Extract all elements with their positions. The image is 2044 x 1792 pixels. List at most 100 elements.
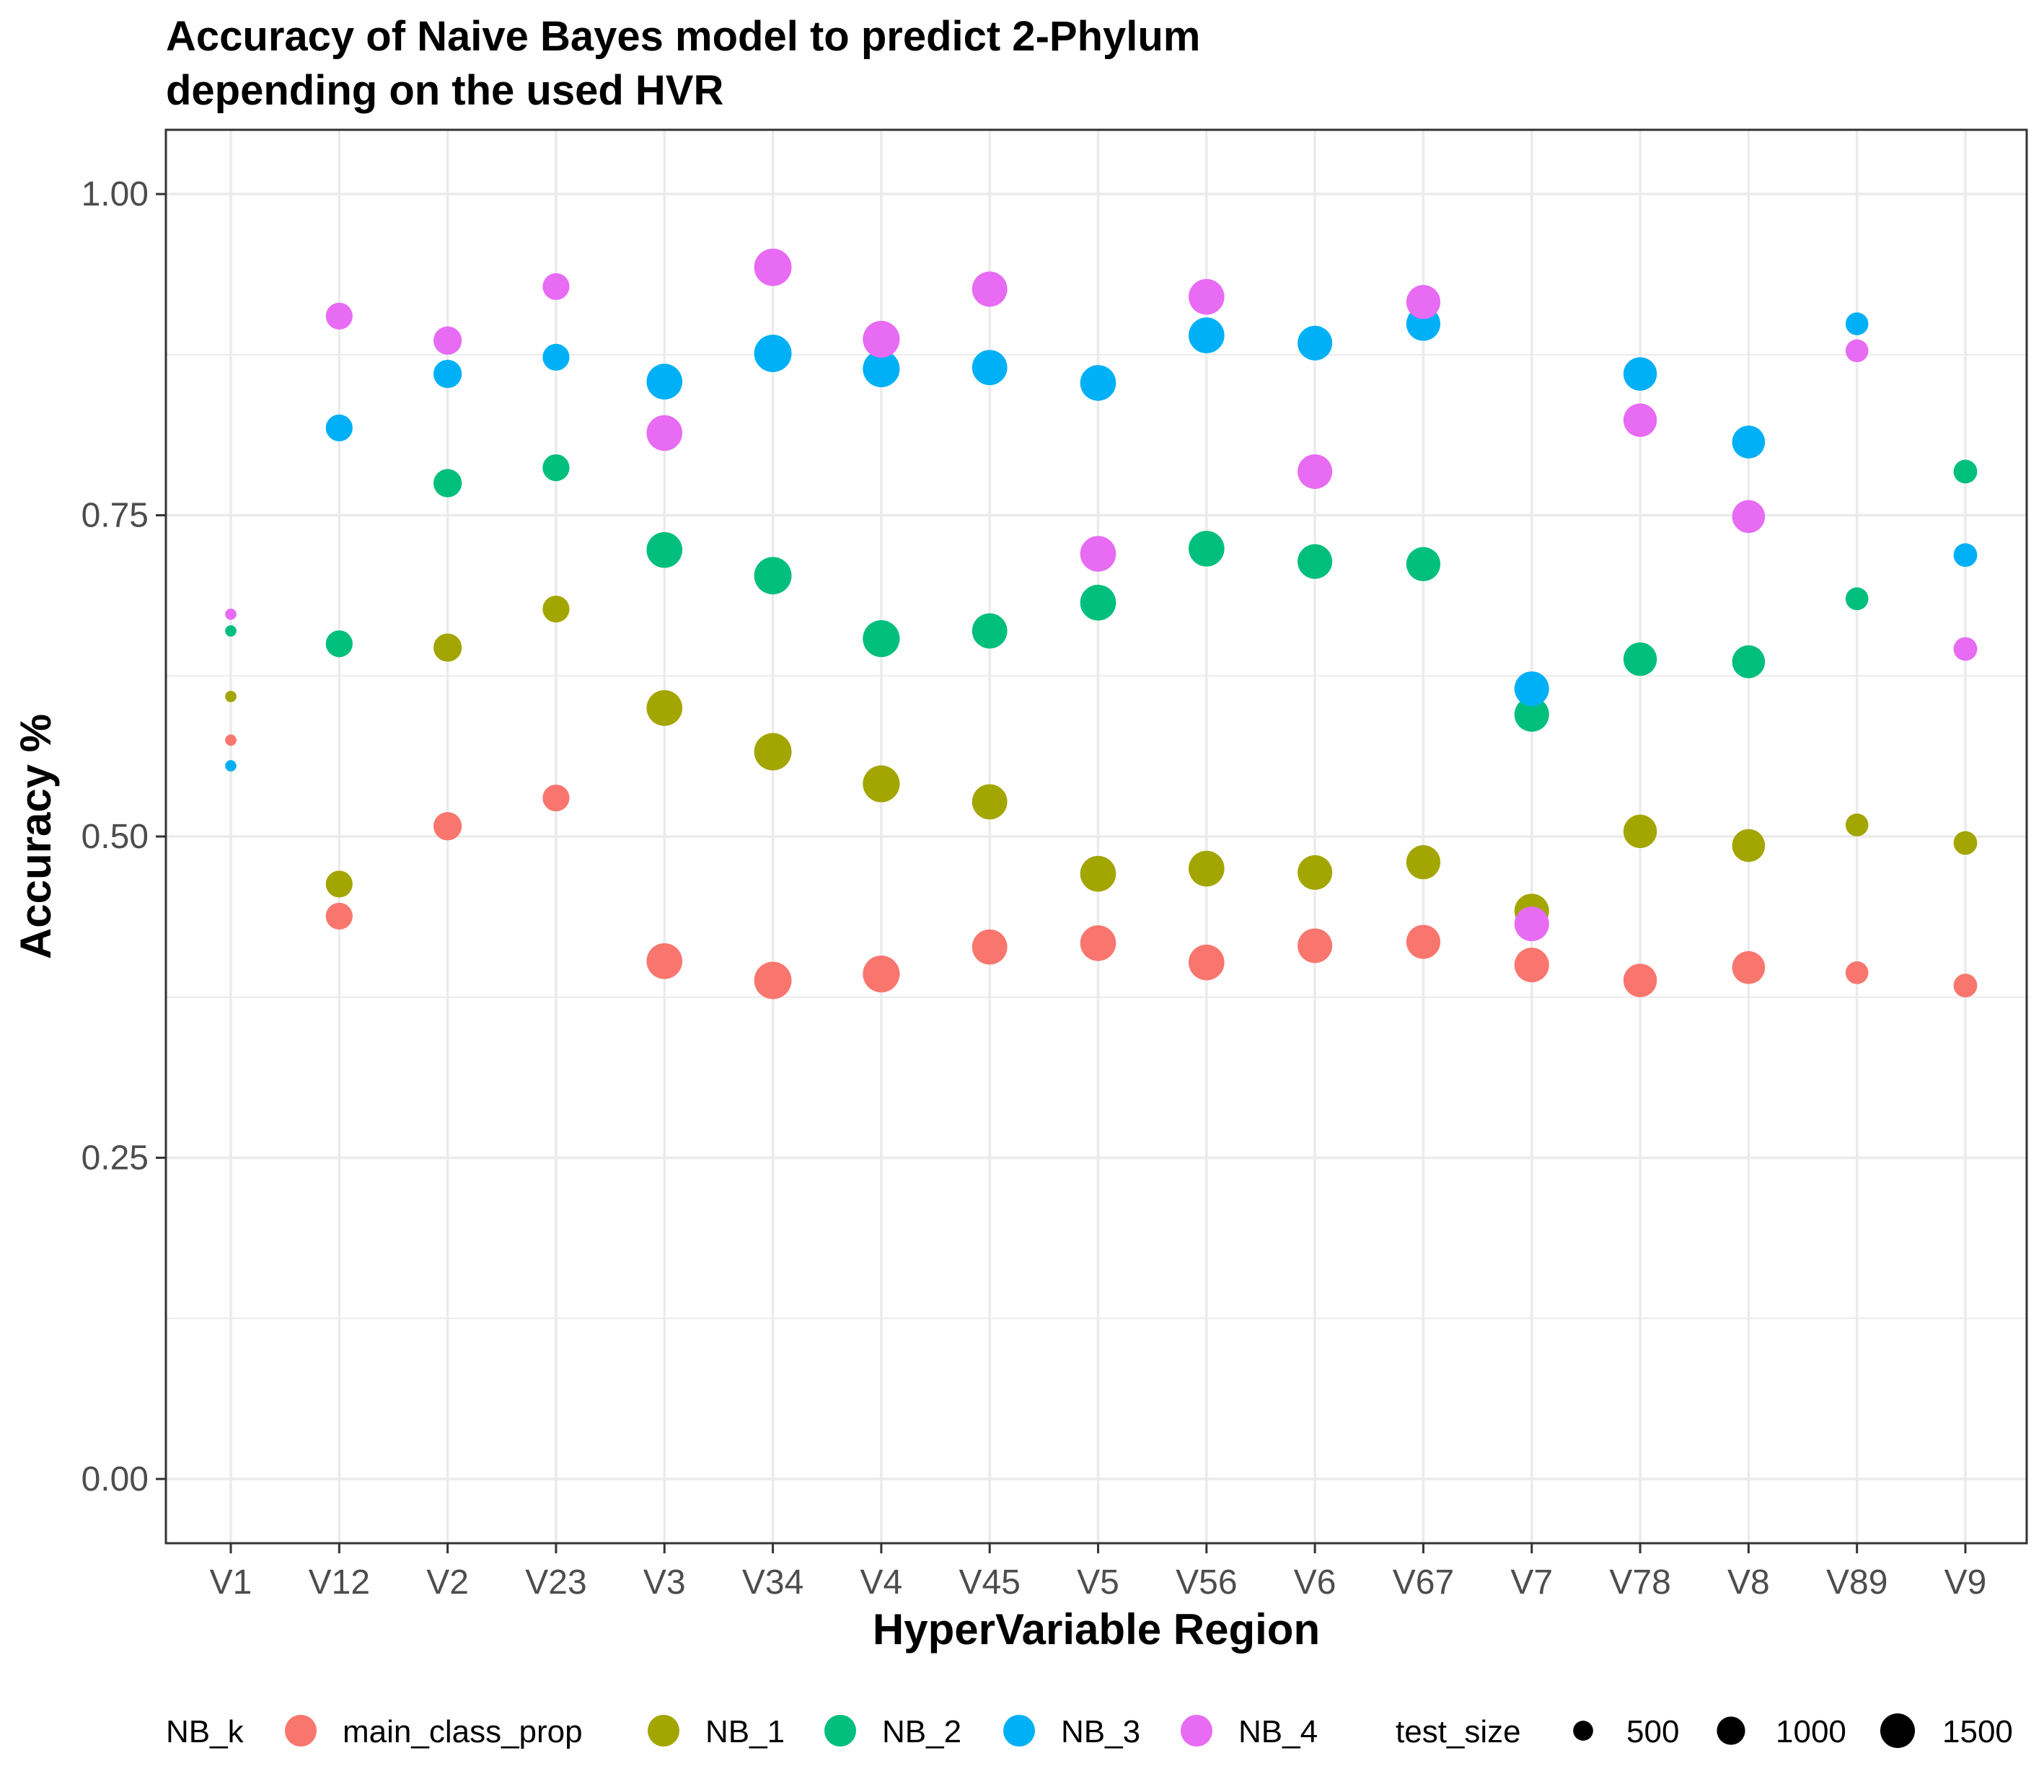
point-NB_1-V1	[225, 690, 237, 702]
x-tick-label: V23	[525, 1563, 586, 1602]
chart-title-line-2: depending on the used HVR	[166, 67, 723, 114]
legend-size-label: 1000	[1776, 1714, 1846, 1749]
point-NB_4-V9	[1953, 637, 1978, 661]
point-NB_4-V67	[1406, 285, 1441, 319]
x-tick-label: V89	[1826, 1563, 1887, 1602]
point-NB_4-V89	[1845, 339, 1869, 363]
point-main_class_prop-V45	[972, 929, 1008, 965]
legend-color-title: NB_k	[166, 1714, 245, 1749]
y-tick-label: 0.00	[82, 1460, 149, 1499]
point-NB_1-V4	[863, 765, 900, 803]
point-NB_3-V5	[1080, 365, 1116, 401]
point-NB_4-V23	[542, 273, 570, 300]
point-NB_4-V5	[1080, 536, 1116, 572]
point-NB_4-V8	[1732, 500, 1766, 534]
legend-size-key	[1573, 1721, 1593, 1741]
point-NB_1-V3	[646, 690, 683, 726]
point-NB_2-V5	[1080, 584, 1116, 621]
point-NB_1-V78	[1623, 814, 1657, 849]
legend: NB_k main_class_prop NB_1 NB_2 NB_3 NB_4 test_…	[166, 1713, 2013, 1749]
point-NB_2-V56	[1189, 531, 1225, 567]
point-NB_1-V34	[754, 733, 792, 771]
y-tick-label: 0.50	[82, 818, 149, 856]
x-axis: V1 V12 V2 V23 V3 V34 V4 V45 V5 V56 V6 V67 V7 V78 V8 V89…	[210, 1543, 1987, 1602]
point-NB_2-V78	[1623, 642, 1657, 676]
point-main_class_prop-V23	[542, 784, 570, 812]
x-tick-label: V5	[1077, 1563, 1119, 1602]
point-NB_1-V23	[542, 596, 570, 623]
x-tick-label: V12	[309, 1563, 370, 1602]
point-NB_2-V8	[1732, 645, 1766, 679]
legend-key-NB_2	[824, 1715, 856, 1747]
point-NB_3-V12	[325, 414, 353, 441]
y-tick-label: 1.00	[82, 175, 149, 213]
point-NB_1-V9	[1953, 831, 1978, 855]
point-NB_2-V4	[863, 620, 900, 658]
point-NB_4-V2	[433, 326, 462, 355]
y-tick-label: 0.25	[82, 1139, 149, 1177]
legend-size-title: test_size	[1396, 1714, 1521, 1749]
point-NB_3-V3	[646, 363, 683, 400]
point-NB_3-V34	[754, 335, 792, 372]
legend-key-NB_3	[1003, 1715, 1035, 1747]
point-NB_4-V1	[225, 608, 237, 620]
point-NB_4-V34	[754, 248, 792, 286]
x-tick-label: V4	[860, 1563, 903, 1602]
data-points	[225, 248, 1978, 999]
point-NB_2-V67	[1406, 547, 1441, 581]
x-axis-title: HyperVariable Region	[873, 1605, 1320, 1654]
y-axis-title: Accuracy %	[12, 714, 60, 959]
point-main_class_prop-V6	[1298, 928, 1333, 963]
point-NB_2-V3	[646, 531, 683, 568]
point-NB_2-V34	[754, 557, 792, 595]
point-NB_4-V4	[863, 320, 900, 358]
legend-size-label: 500	[1626, 1714, 1679, 1749]
legend-label-NB_4: NB_4	[1238, 1714, 1318, 1749]
x-tick-label: V8	[1727, 1563, 1770, 1602]
chart-title-line-1: Accuracy of Naive Bayes model to predict…	[166, 13, 1200, 60]
point-NB_3-V78	[1623, 357, 1657, 391]
point-main_class_prop-V67	[1406, 924, 1441, 959]
point-NB_3-V23	[542, 343, 570, 371]
x-tick-label: V78	[1609, 1563, 1670, 1602]
point-NB_3-V56	[1189, 317, 1225, 353]
legend-size-key	[1717, 1716, 1745, 1745]
point-main_class_prop-V7	[1514, 948, 1549, 983]
legend-size-label: 1500	[1942, 1714, 2013, 1749]
x-tick-label: V9	[1944, 1563, 1987, 1602]
point-main_class_prop-V4	[863, 955, 900, 993]
point-main_class_prop-V1	[225, 734, 237, 746]
legend-key-NB_4	[1181, 1715, 1212, 1747]
legend-label-NB_2: NB_2	[882, 1714, 961, 1749]
x-tick-label: V2	[426, 1563, 469, 1602]
y-axis: 0.00 0.25 0.50 0.75 1.00	[82, 175, 166, 1499]
legend-size-key	[1880, 1713, 1916, 1749]
point-main_class_prop-V12	[325, 902, 353, 930]
point-NB_1-V45	[972, 784, 1008, 820]
x-tick-label: V1	[210, 1563, 252, 1602]
point-main_class_prop-V9	[1953, 974, 1978, 998]
point-NB_3-V9	[1953, 543, 1978, 568]
point-NB_2-V89	[1845, 587, 1869, 611]
point-NB_2-V23	[542, 454, 570, 482]
legend-label-NB_3: NB_3	[1061, 1714, 1140, 1749]
point-NB_3-V1	[225, 760, 237, 772]
point-main_class_prop-V89	[1845, 961, 1869, 984]
point-main_class_prop-V34	[754, 961, 792, 999]
point-NB_3-V2	[433, 359, 462, 389]
x-tick-label: V7	[1510, 1563, 1553, 1602]
point-NB_4-V6	[1298, 454, 1333, 489]
point-NB_3-V45	[972, 350, 1008, 386]
point-NB_1-V5	[1080, 855, 1116, 892]
point-NB_2-V6	[1298, 544, 1333, 579]
point-main_class_prop-V56	[1189, 944, 1225, 981]
x-tick-label: V3	[643, 1563, 686, 1602]
point-NB_2-V9	[1953, 459, 1978, 484]
point-NB_4-V7	[1514, 906, 1549, 942]
point-NB_3-V89	[1845, 312, 1869, 335]
x-tick-label: V34	[742, 1563, 803, 1602]
x-tick-label: V67	[1393, 1563, 1454, 1602]
point-NB_4-V45	[972, 271, 1008, 307]
